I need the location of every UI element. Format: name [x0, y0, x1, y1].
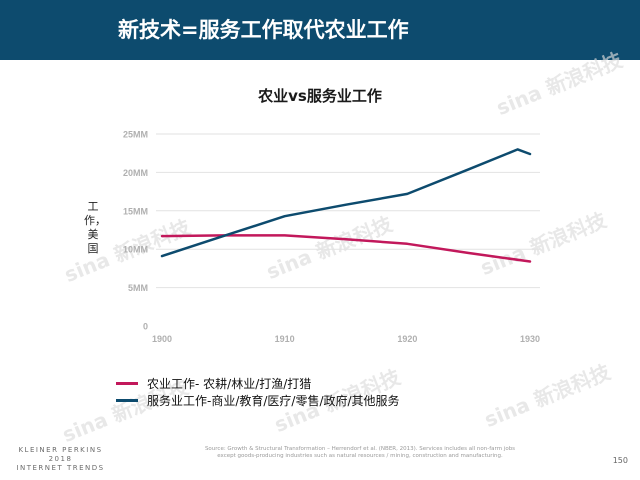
- y-tick-label: 15MM: [123, 206, 148, 216]
- x-tick-label: 1910: [275, 334, 295, 344]
- page-number: 150: [612, 456, 628, 465]
- legend-item-services: 服务业工作-商业/教育/医疗/零售/政府/其他服务: [116, 392, 400, 409]
- y-tick-label: 10MM: [123, 245, 148, 255]
- brand-name: KLEINER PERKINS: [18, 446, 103, 454]
- y-axis-label: 工作，美国: [84, 200, 106, 255]
- y-tick-label: 25MM: [123, 130, 148, 140]
- source-line-2: except goods-producing industries such a…: [217, 453, 503, 459]
- brand-report: INTERNET TRENDS: [16, 464, 105, 472]
- legend-swatch-services: [116, 399, 138, 402]
- header-bar: 新技术=服务工作取代农业工作: [0, 0, 640, 60]
- legend: 农业工作- 农耕/林业/打渔/打猎 服务业工作-商业/教育/医疗/零售/政府/其…: [116, 375, 400, 409]
- brand-logo: KLEINER PERKINS 2018 INTERNET TRENDS: [8, 446, 113, 473]
- legend-item-agriculture: 农业工作- 农耕/林业/打渔/打猎: [116, 375, 400, 392]
- legend-swatch-agriculture: [116, 382, 138, 385]
- page-title: 新技术=服务工作取代农业工作: [118, 18, 409, 42]
- y-tick-label: 20MM: [123, 168, 148, 178]
- series-line-services: [160, 148, 532, 258]
- y-tick-label: 5MM: [128, 283, 148, 293]
- y-tick-label: 0: [143, 322, 148, 332]
- source-note: Source: Growth & Structural Transformati…: [160, 446, 560, 460]
- x-tick-label: 1900: [152, 334, 172, 344]
- x-tick-label: 1930: [520, 334, 540, 344]
- brand-year: 2018: [48, 455, 73, 463]
- source-line-1: Source: Growth & Structural Transformati…: [204, 446, 516, 452]
- legend-label-services: 服务业工作-商业/教育/医疗/零售/政府/其他服务: [147, 394, 400, 408]
- chart-title: 农业vs服务业工作: [258, 87, 382, 105]
- x-tick-label: 1920: [397, 334, 417, 344]
- legend-label-agriculture: 农业工作- 农耕/林业/打渔/打猎: [147, 377, 312, 391]
